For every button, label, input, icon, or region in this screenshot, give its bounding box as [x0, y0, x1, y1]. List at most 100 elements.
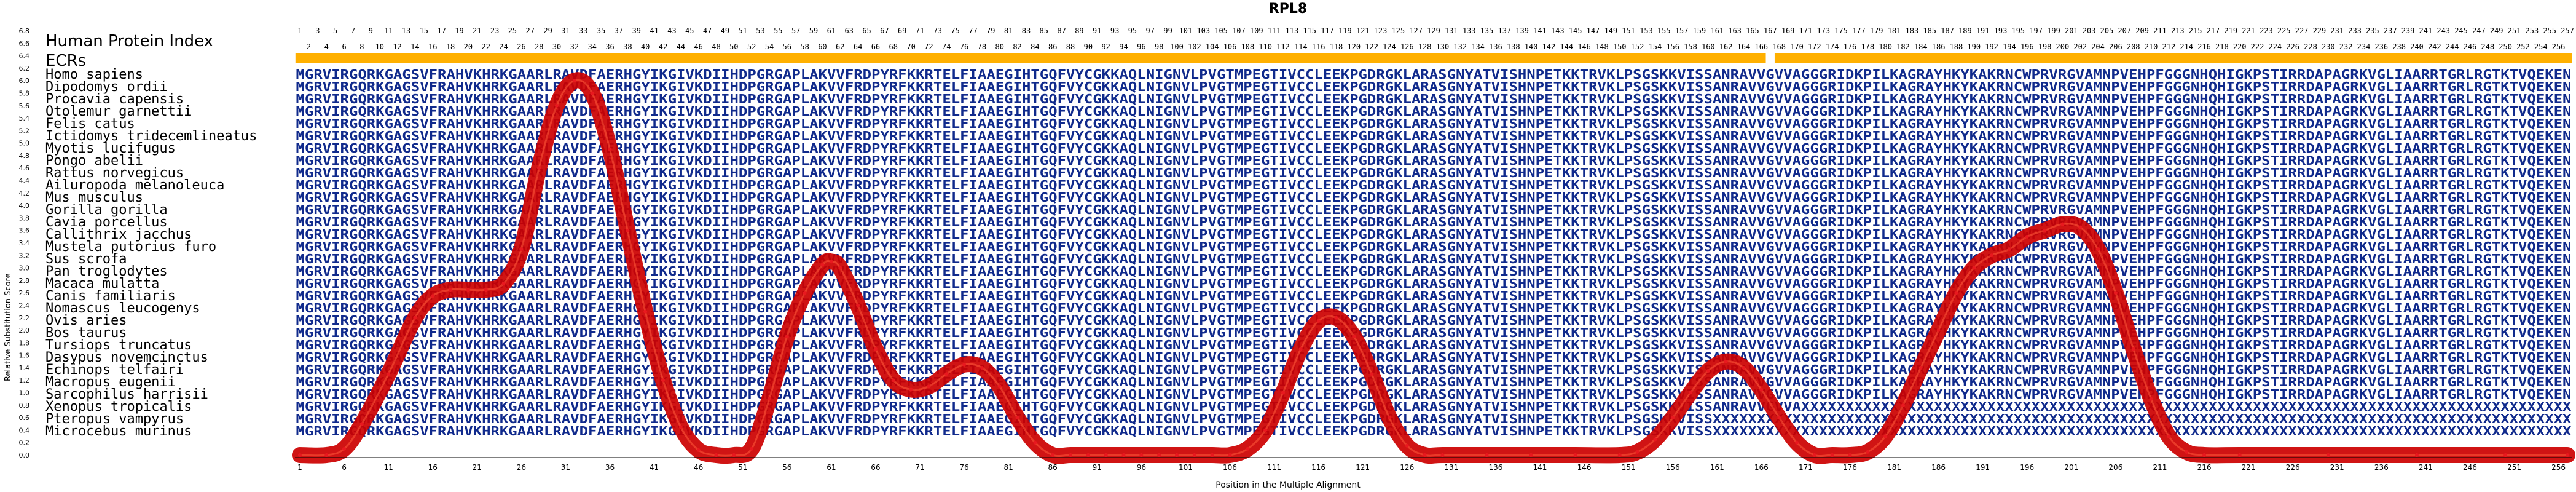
sequence-row: MGRVIRGQRKGAGSVFRAHVKHRKGAARLRAVDFAERHGY…	[296, 178, 2572, 192]
protein-index-238: 238	[2392, 42, 2406, 51]
protein-index-220: 220	[2233, 42, 2247, 51]
x-tick-label: 6	[342, 463, 347, 472]
protein-index-89: 89	[1075, 26, 1083, 35]
y-tick-label: 3.2	[19, 252, 30, 260]
protein-index-137: 137	[1498, 26, 1511, 35]
score-point	[2237, 453, 2242, 457]
protein-index-11: 11	[384, 26, 393, 35]
y-tick-label: 5.8	[19, 89, 30, 97]
x-tick-label: 81	[1003, 463, 1013, 472]
protein-index-76: 76	[960, 42, 968, 51]
protein-index-56: 56	[783, 42, 791, 51]
x-tick-label: 176	[1843, 463, 1857, 472]
protein-index-221: 221	[2242, 26, 2255, 35]
species-label: Microcebus murinus	[45, 424, 192, 439]
protein-index-49: 49	[721, 26, 729, 35]
score-point	[1671, 416, 1675, 420]
protein-index-149: 149	[1604, 26, 1617, 35]
protein-index-115: 115	[1303, 26, 1316, 35]
score-point	[1263, 428, 1268, 432]
protein-index-40: 40	[641, 42, 650, 51]
protein-index-254: 254	[2534, 42, 2548, 51]
score-point	[572, 79, 576, 83]
protein-index-216: 216	[2197, 42, 2211, 51]
x-tick-label: 51	[738, 463, 747, 472]
sequence-row: MGRVIRGQRKGAGSVFRAHVKHRKGAARLRAVDFAERHGY…	[296, 190, 2572, 205]
protein-index-92: 92	[1101, 42, 1110, 51]
protein-index-183: 183	[1906, 26, 1919, 35]
score-point	[449, 288, 453, 292]
protein-index-203: 203	[2083, 26, 2096, 35]
protein-index-23: 23	[490, 26, 499, 35]
protein-index-247: 247	[2472, 26, 2486, 35]
protein-index-53: 53	[756, 26, 764, 35]
protein-index-201: 201	[2065, 26, 2078, 35]
sequence-row: MGRVIRGQRKGAGSVFRAHVKHRKGAARLRAVDFAERHGY…	[296, 104, 2572, 119]
protein-index-232: 232	[2339, 42, 2353, 51]
protein-index-255: 255	[2543, 26, 2556, 35]
score-point	[696, 448, 701, 452]
x-tick-label: 151	[1622, 463, 1636, 472]
protein-index-173: 173	[1816, 26, 1830, 35]
protein-index-131: 131	[1445, 26, 1458, 35]
species-label: Callithrix jacchus	[45, 227, 192, 242]
score-point	[732, 453, 736, 457]
score-point	[2096, 247, 2100, 252]
protein-index-132: 132	[1453, 42, 1467, 51]
y-tick-label: 2.4	[19, 301, 30, 309]
protein-index-243: 243	[2437, 26, 2450, 35]
x-tick-label: 11	[384, 463, 393, 472]
protein-index-133: 133	[1463, 26, 1476, 35]
species-label: Otolemur garnettii	[45, 104, 192, 119]
protein-index-36: 36	[605, 42, 614, 51]
sequence-row: MGRVIRGQRKGAGSVFRAHVKHRKGAARLRAVDFAERHGY…	[296, 153, 2572, 168]
protein-index-257: 257	[2561, 26, 2574, 35]
x-tick-label: 211	[2153, 463, 2167, 472]
score-point	[1742, 365, 1746, 370]
species-label: Sus scrofa	[45, 252, 127, 267]
species-label: Sarcophilus harrisii	[45, 387, 208, 402]
protein-index-6: 6	[342, 42, 346, 51]
protein-index-156: 156	[1666, 42, 1679, 51]
y-tick-label: 6.6	[19, 39, 30, 47]
score-point	[2414, 453, 2419, 457]
x-tick-label: 181	[1887, 463, 1901, 472]
protein-index-157: 157	[1675, 26, 1689, 35]
protein-index-190: 190	[1967, 42, 1981, 51]
protein-index-179: 179	[1870, 26, 1883, 35]
protein-index-112: 112	[1276, 42, 1290, 51]
score-point	[387, 372, 391, 376]
protein-index-65: 65	[862, 26, 871, 35]
protein-index-27: 27	[526, 26, 535, 35]
score-point	[2007, 247, 2011, 252]
y-tick-label: 1.0	[19, 389, 30, 397]
sequence-row: MGRVIRGQRKGAGSVFRAHVKHRKGAARLRAVDFAERHGY…	[296, 276, 2572, 291]
species-label: Procavia capensis	[45, 92, 184, 107]
score-point	[643, 309, 648, 314]
protein-index-row: 1234567891011121314151617181920212223242…	[297, 26, 2574, 51]
protein-index-117: 117	[1321, 26, 1334, 35]
y-tick-label: 4.6	[19, 164, 30, 172]
protein-index-34: 34	[587, 42, 596, 51]
sequence-row: MGRVIRGQRKGAGSVFRAHVKHRKGAARLRAVDFAERHGY…	[296, 313, 2572, 328]
score-point	[909, 387, 913, 392]
sequence-row: MGRVIRGQRKGAGSVFRAHVKHRKGAARLRAVDFAERHGY…	[296, 362, 2572, 377]
protein-index-158: 158	[1684, 42, 1697, 51]
score-point	[1121, 453, 1126, 457]
x-tick-label: 201	[2064, 463, 2078, 472]
protein-index-225: 225	[2277, 26, 2291, 35]
protein-index-218: 218	[2215, 42, 2229, 51]
species-label: Macaca mulatta	[45, 276, 159, 292]
sequence-row: MGRVIRGQRKGAGSVFRAHVKHRKGAARLRAVDFAERHGY…	[296, 325, 2572, 340]
ecr-bar-1	[295, 53, 1766, 63]
protein-index-3: 3	[315, 26, 320, 35]
protein-index-175: 175	[1834, 26, 1848, 35]
protein-index-51: 51	[738, 26, 747, 35]
protein-index-227: 227	[2295, 26, 2309, 35]
protein-index-200: 200	[2056, 42, 2070, 51]
protein-index-123: 123	[1374, 26, 1388, 35]
y-tick-label: 5.4	[19, 114, 30, 122]
sequence-row: MGRVIRGQRKGAGSVFRAHVKHRKGAARLRAVDFAERHGY…	[296, 288, 2572, 303]
protein-index-95: 95	[1128, 26, 1137, 35]
x-tick-label: 191	[1976, 463, 1990, 472]
